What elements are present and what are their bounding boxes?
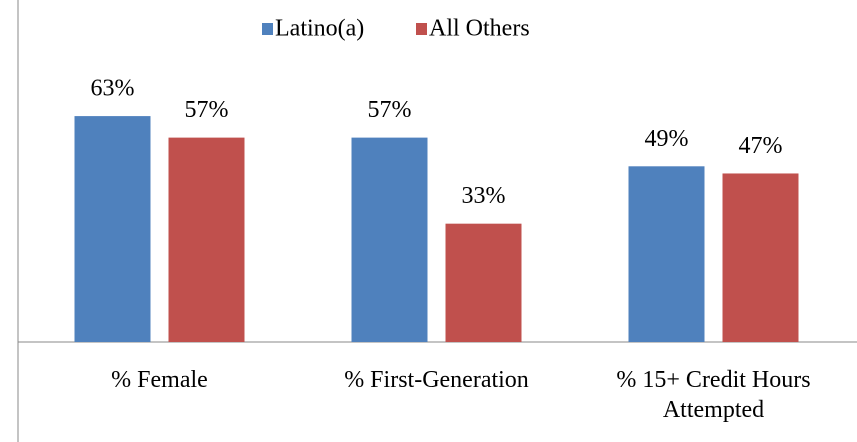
bar [168, 137, 245, 342]
data-label: 33% [462, 183, 506, 209]
legend-swatch [262, 23, 273, 35]
data-label: 63% [91, 76, 135, 102]
legend-label: Latino(a) [275, 16, 364, 42]
data-label: 57% [185, 97, 229, 123]
bar [351, 137, 428, 342]
data-label: 57% [368, 97, 412, 123]
data-label: 49% [645, 126, 689, 152]
legend-swatch [416, 23, 427, 35]
bar [722, 173, 799, 342]
bar [445, 223, 522, 342]
x-tick-label: % Female [111, 367, 208, 393]
legend-label: All Others [429, 16, 530, 42]
bar [74, 116, 151, 342]
x-tick-label: % 15+ Credit Hours Attempted [616, 367, 811, 423]
bar [628, 166, 705, 342]
data-label: 47% [739, 133, 783, 159]
x-tick-label: % First-Generation [344, 367, 529, 393]
